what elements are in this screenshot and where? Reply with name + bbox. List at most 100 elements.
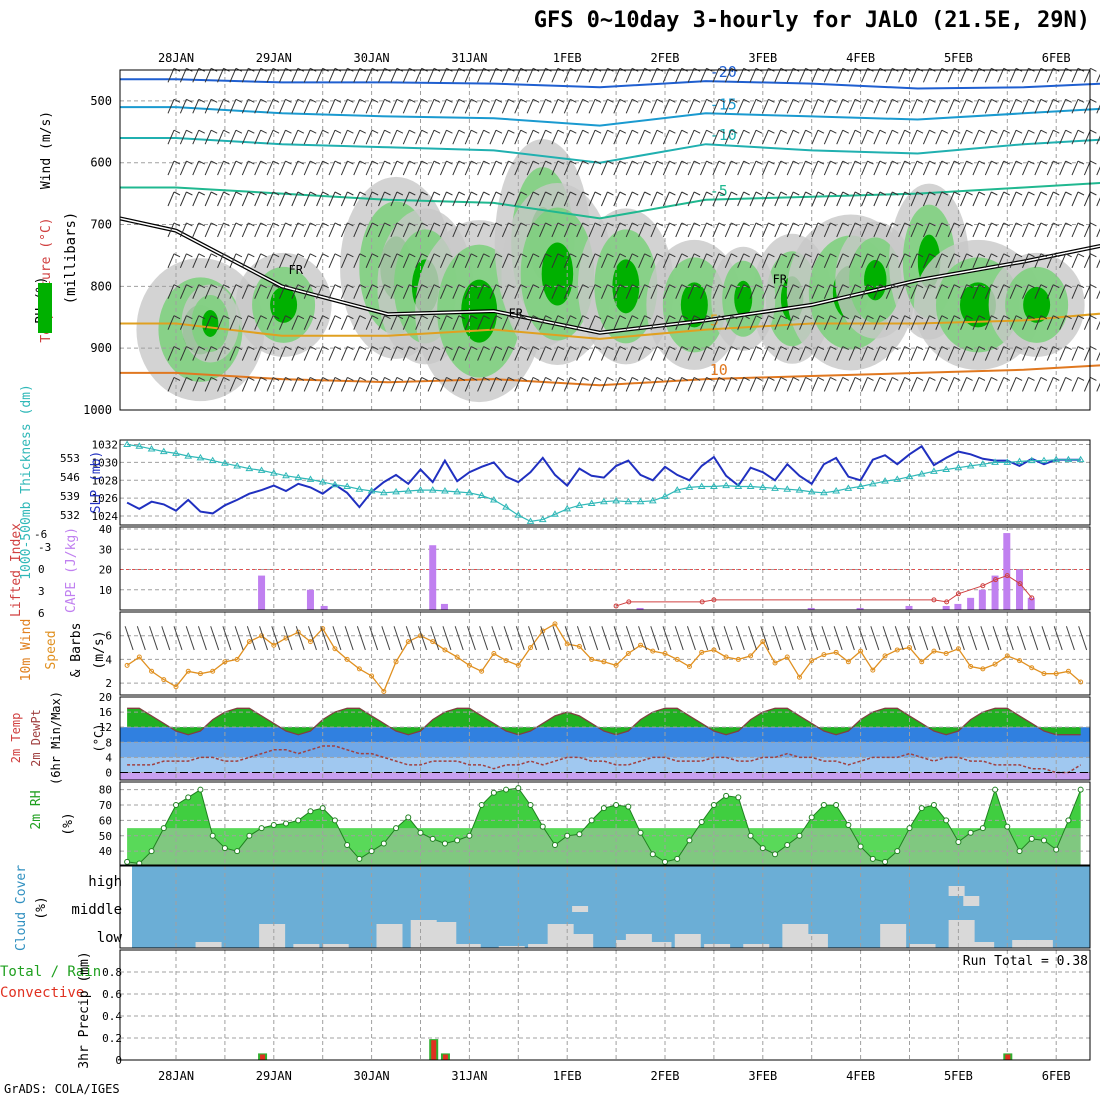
wind-barb bbox=[365, 68, 373, 83]
wind-barb-flag bbox=[892, 129, 899, 134]
wind-barb-flag bbox=[409, 253, 416, 258]
wind-barb-flag bbox=[854, 315, 862, 320]
wind-barb bbox=[241, 253, 249, 269]
wind-barb-flag bbox=[235, 346, 243, 350]
wind-barb-flag bbox=[619, 253, 627, 258]
wind-barb bbox=[861, 346, 868, 361]
wind-barb-flag bbox=[309, 377, 317, 381]
wind-barb bbox=[799, 99, 807, 114]
wind-barb bbox=[700, 253, 707, 269]
wind-barb bbox=[452, 191, 460, 207]
temp-label: 2m Temp bbox=[9, 713, 23, 764]
wind-barb bbox=[526, 191, 534, 207]
wind-barb-flag bbox=[210, 129, 218, 134]
wind-barb bbox=[861, 160, 868, 176]
wind10-barb bbox=[968, 626, 978, 651]
cloud-low-bar bbox=[528, 944, 555, 948]
wind10-barb bbox=[638, 626, 648, 651]
wind-barb bbox=[576, 377, 584, 392]
wind-barb bbox=[316, 191, 324, 207]
wind-barb-flag bbox=[681, 284, 688, 289]
wind-barb-flag bbox=[1015, 129, 1023, 134]
wind-barb-flag bbox=[1090, 284, 1097, 289]
rh-marker bbox=[564, 832, 571, 839]
wind-barb-flag bbox=[1015, 191, 1023, 196]
wind-barb bbox=[786, 68, 794, 83]
wind-barb-flag bbox=[371, 129, 379, 134]
wind-barb-flag bbox=[879, 284, 887, 289]
wind-barb bbox=[774, 222, 782, 238]
wind-barb bbox=[1059, 191, 1067, 207]
wind-barb-flag bbox=[594, 98, 602, 103]
y-tick-label: 0 bbox=[105, 766, 112, 779]
wind-barb-flag bbox=[669, 284, 676, 289]
cloud-low-bar bbox=[909, 944, 936, 948]
temp-contour bbox=[120, 312, 1100, 340]
wind-barb-flag bbox=[842, 191, 849, 196]
wind-barb-flag bbox=[458, 222, 466, 227]
wind-barb bbox=[402, 377, 410, 392]
wind-barb bbox=[378, 346, 385, 361]
wind-barb bbox=[1022, 160, 1029, 176]
lifted-index-marker bbox=[955, 591, 961, 597]
thickness-marker bbox=[367, 487, 376, 494]
wind-barb bbox=[774, 99, 782, 114]
thickness-marker bbox=[673, 486, 682, 493]
temp-contour bbox=[120, 182, 1100, 220]
x-date-label-top: 6FEB bbox=[1042, 51, 1071, 65]
wind10-barb bbox=[161, 626, 171, 651]
thickness-marker bbox=[196, 453, 205, 461]
wind-barb-flag bbox=[669, 377, 676, 381]
cloud-low-bar bbox=[430, 922, 457, 948]
wind-barb-flag bbox=[817, 315, 825, 320]
wind10-marker bbox=[515, 662, 521, 668]
wind-barb bbox=[910, 284, 918, 299]
wind-barb bbox=[712, 346, 720, 361]
wind-barb-flag bbox=[470, 253, 478, 258]
wind-barb bbox=[378, 253, 385, 269]
wind-barb bbox=[836, 160, 844, 176]
wind-barb bbox=[179, 284, 187, 299]
wind-barb-flag bbox=[743, 129, 750, 134]
wind-barb bbox=[439, 346, 447, 361]
wind-barb bbox=[613, 191, 621, 207]
rh-marker bbox=[1053, 846, 1060, 853]
rh-marker bbox=[221, 845, 228, 852]
wind-barb bbox=[836, 191, 844, 207]
thickness-marker bbox=[318, 478, 327, 485]
wind-barb bbox=[811, 99, 819, 114]
wind-barb-flag bbox=[272, 253, 280, 258]
wind-barb-flag bbox=[186, 377, 193, 381]
wind10-barb bbox=[369, 626, 379, 651]
wind-barb bbox=[737, 222, 745, 238]
wind-barb bbox=[761, 346, 769, 361]
wind-barb-flag bbox=[631, 284, 639, 289]
wind-barb bbox=[861, 377, 868, 392]
cloud-low-bar bbox=[743, 944, 770, 948]
wind-barb-flag bbox=[842, 284, 849, 289]
wind-barb-flag bbox=[916, 98, 924, 103]
wind-barb bbox=[737, 129, 745, 145]
wind-barb-flag bbox=[743, 222, 750, 227]
wind-barb bbox=[241, 68, 249, 83]
wind-barb bbox=[563, 160, 571, 176]
wind-barb bbox=[922, 222, 930, 238]
thickness-marker bbox=[942, 465, 951, 473]
wind-barb bbox=[922, 99, 930, 114]
wind-barb-flag bbox=[916, 346, 924, 350]
wind-barb bbox=[675, 160, 683, 176]
wind-barb bbox=[922, 129, 930, 145]
wind-barb bbox=[700, 346, 707, 361]
wind-barb-flag bbox=[768, 377, 775, 381]
rh-marker bbox=[307, 808, 314, 815]
wind10-marker bbox=[576, 643, 582, 649]
wind-barb-flag bbox=[495, 222, 503, 227]
wind-barb-flag bbox=[309, 315, 317, 320]
wind-barb-flag bbox=[681, 160, 688, 165]
wind-barb bbox=[204, 346, 212, 361]
wind-barb-flag bbox=[1077, 98, 1085, 103]
wind-barb bbox=[514, 346, 522, 361]
rh-marker bbox=[466, 832, 473, 839]
slp-label: SLP (mb) bbox=[89, 451, 104, 514]
wind-barb-flag bbox=[248, 346, 255, 350]
